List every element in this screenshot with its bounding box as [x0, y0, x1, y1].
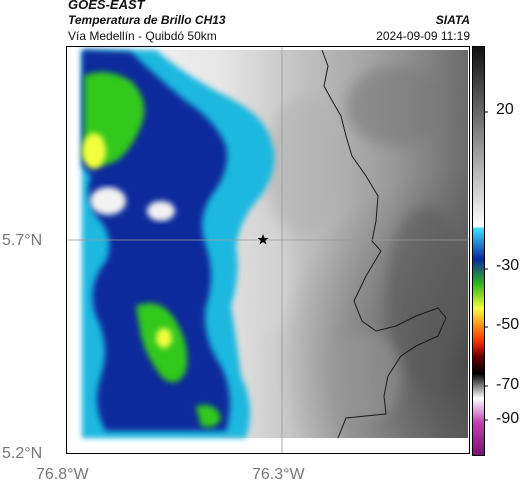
- timestamp: 2024-09-09 11:19: [376, 29, 470, 43]
- colorbar-label: -70: [496, 376, 520, 393]
- lat-label: 5.7°N: [2, 232, 43, 249]
- colorbar: [472, 46, 488, 456]
- cloud-yellow-layer: [82, 133, 172, 348]
- colorbar-label: 20: [496, 101, 514, 118]
- department-border: [321, 49, 447, 439]
- map-frame: [66, 46, 470, 454]
- region-subtitle: Vía Medellín - Quibdó 50km: [68, 29, 217, 43]
- lat-label: 5.2°N: [2, 445, 43, 462]
- lon-label: 76.8°W: [36, 466, 89, 483]
- clear-sky-pockets: [90, 187, 175, 221]
- map-panel: [66, 46, 470, 454]
- product-title: Temperatura de Brillo CH13: [68, 13, 226, 27]
- gray-texture: [241, 66, 466, 421]
- colorbar-label: -90: [496, 410, 520, 427]
- colorbar-label: -50: [496, 316, 520, 333]
- agency-label: SIATA: [435, 13, 470, 27]
- star-icon: [257, 234, 269, 245]
- colorbar-gradient: [472, 46, 485, 456]
- colorbar-label: -30: [496, 257, 520, 274]
- sat-title: GOES-EAST: [68, 0, 145, 12]
- lon-label: 76.3°W: [252, 466, 305, 483]
